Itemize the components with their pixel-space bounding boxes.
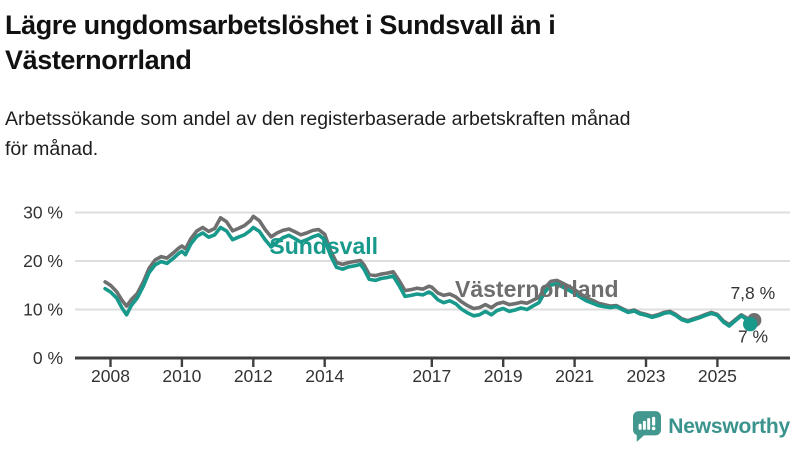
x-axis-label-2017: 2017 <box>412 366 451 386</box>
end-value-label-sundsvall: 7 % <box>738 327 768 347</box>
series-line-sundsvall <box>103 225 752 328</box>
y-axis-label-0: 0 % <box>33 348 63 368</box>
y-axis-label-20: 20 % <box>23 251 63 271</box>
chart-subtitle: Arbetssökande som andel av den registerb… <box>0 78 800 164</box>
x-axis-label-2010: 2010 <box>162 366 201 386</box>
x-axis-label-2023: 2023 <box>627 366 666 386</box>
x-axis-label-2021: 2021 <box>555 366 594 386</box>
y-axis-label-10: 10 % <box>23 300 63 320</box>
newsworthy-wordmark: Newsworthy <box>668 414 790 438</box>
page-title-line-2: Västernorrland <box>5 45 192 76</box>
logo-exclamation-bar <box>652 416 656 426</box>
logo-bubble <box>633 411 662 436</box>
newsworthy-logo: Newsworthy <box>633 411 790 442</box>
newsworthy-logo-icon <box>633 411 662 442</box>
x-axis-label-2012: 2012 <box>234 366 273 386</box>
chart-subtitle-line-2: för månad. <box>5 138 99 161</box>
x-axis-label-2014: 2014 <box>305 366 344 386</box>
y-axis-label-30: 30 % <box>23 203 63 223</box>
logo-exclamation-dot <box>652 426 656 431</box>
logo-bubble-tail <box>637 433 647 442</box>
end-dot-sundsvall <box>743 316 758 332</box>
x-axis-label-2025: 2025 <box>698 366 737 386</box>
series-label-sundsvall: Sundsvall <box>269 233 378 259</box>
x-axis-label-2019: 2019 <box>484 366 523 386</box>
series-label-vasternorrland: Västernorrland <box>455 276 619 302</box>
page-title-line-1: Lägre ungdomsarbetslöshet i Sundsvall än… <box>5 10 556 40</box>
logo-bar-1 <box>638 423 642 430</box>
end-value-label-vasternorrland: 7,8 % <box>730 283 775 303</box>
chart-subtitle-line-1: Arbetssökande som andel av den registerb… <box>5 108 631 131</box>
x-axis-label-2008: 2008 <box>91 366 130 386</box>
page-title: Lägre ungdomsarbetslöshet i Sundsvall än… <box>0 0 800 78</box>
logo-bar-2 <box>643 420 647 430</box>
logo-bar-3 <box>647 418 651 430</box>
